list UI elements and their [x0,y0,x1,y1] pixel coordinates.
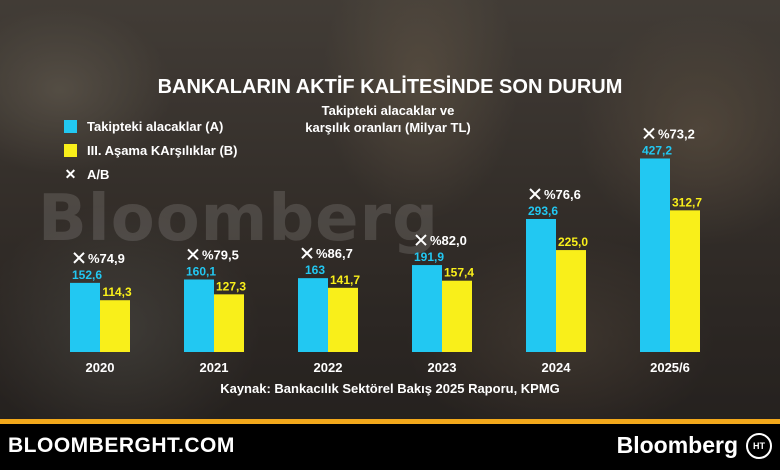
data-label-a-2022: 163 [305,263,325,277]
legend-item-b: III. Aşama KArşılıklar (B) [64,141,238,159]
ratio-label-2023: %82,0 [430,233,467,248]
bar-b-2023 [442,280,472,352]
data-label-b-2022: 141,7 [330,273,360,287]
data-label-a-2023: 191,9 [414,250,444,264]
source-note: Kaynak: Bankacılık Sektörel Bakış 2025 R… [220,381,560,396]
chart-subtitle: Takipteki alacaklar ve karşılık oranları… [268,102,508,136]
data-label-b-2025/6: 312,7 [672,195,702,209]
ratio-label-2022: %86,7 [316,246,353,261]
x-tick-label-2024: 2024 [542,360,572,375]
ratio-label-2021: %79,5 [202,247,239,262]
data-label-b-2024: 225,0 [558,235,588,249]
legend-label-b: III. Aşama KArşılıklar (B) [87,142,238,158]
bar-a-2025/6 [640,158,670,352]
ratio-x-icon-2021 [187,248,199,261]
x-tick-label-2021: 2021 [200,360,229,375]
ratio-x-icon-2024 [529,188,541,200]
brand-name: Bloomberg [616,432,738,458]
ratio-label-2025/6: %73,2 [658,126,695,141]
x-tick-label-2022: 2022 [314,360,343,375]
bar-a-2020 [70,282,100,352]
legend-item-ratio: ✕ A/B [64,165,238,183]
footer-accent-band [0,419,780,424]
data-label-a-2024: 293,6 [528,204,558,218]
ratio-x-icon-2023 [415,234,427,246]
ratio-x-icon-2025/6 [643,127,655,140]
ratio-x-icon-2022 [301,247,313,259]
x-tick-label-2025/6: 2025/6 [650,360,690,375]
legend-item-a: Takipteki alacaklar (A) [64,117,238,135]
legend: Takipteki alacaklar (A) III. Aşama KArşı… [64,117,238,189]
data-label-a-2025/6: 427,2 [642,143,672,157]
bar-b-2024 [556,250,586,352]
bar-a-2021 [184,279,214,352]
bar-b-2020 [100,300,130,352]
x-tick-label-2020: 2020 [86,360,115,375]
ratio-label-2020: %74,9 [88,251,125,266]
legend-swatch-b [64,143,77,157]
ratio-label-2024: %76,6 [544,187,581,202]
data-label-b-2021: 127,3 [216,279,246,293]
legend-label-ratio: A/B [87,166,110,182]
watermark: Bloomberg [38,182,439,256]
bar-b-2025/6 [670,210,700,352]
subtitle-line-2: karşılık oranları (Milyar TL) [305,120,471,135]
ht-logo-icon: HT [746,433,772,459]
data-label-b-2020: 114,3 [102,285,132,299]
subtitle-line-1: Takipteki alacaklar ve [321,103,455,118]
logo-text: HT [753,441,765,451]
footer-bar: BLOOMBERGHT.COM Bloomberg HT [0,424,780,470]
data-label-a-2021: 160,1 [186,264,216,278]
bar-b-2022 [328,287,358,352]
x-mark-icon: ✕ [64,165,77,182]
bar-a-2024 [526,218,556,352]
ratio-x-icon-2020 [73,252,85,264]
bar-a-2022 [298,278,328,352]
data-label-b-2023: 157,4 [444,266,474,280]
site-url: BLOOMBERGHT.COM [8,434,235,457]
bar-b-2021 [214,294,244,352]
legend-label-a: Takipteki alacaklar (A) [87,118,224,134]
data-label-a-2020: 152,6 [72,268,102,282]
legend-swatch-a [64,119,77,133]
chart-title: BANKALARIN AKTİF KALİTESİNDE SON DURUM [157,76,623,98]
x-tick-label-2023: 2023 [428,360,457,375]
bar-a-2023 [412,265,442,352]
